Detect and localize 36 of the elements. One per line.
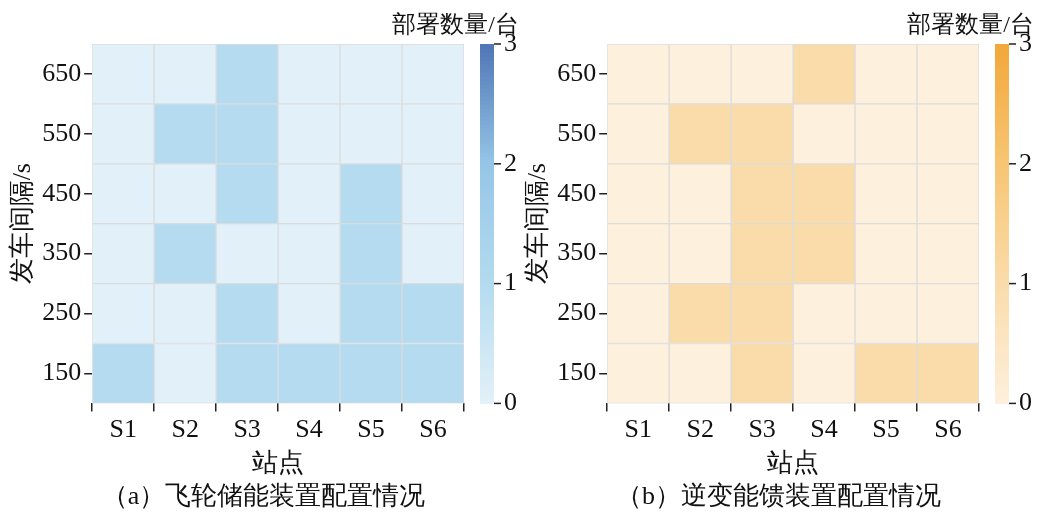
x-axis-title: 站点 xyxy=(767,448,820,478)
color-bar-label: 1 xyxy=(1019,267,1032,297)
color-bar-label: 1 xyxy=(504,267,517,297)
y-tick-label: 550 xyxy=(42,117,82,147)
y-tick-label: 250 xyxy=(557,297,597,327)
x-axis-title: 站点 xyxy=(252,448,305,478)
x-tick-label: S6 xyxy=(934,413,962,443)
x-tick-label: S5 xyxy=(357,413,385,443)
y-tick-label: 550 xyxy=(557,117,597,147)
y-axis-title: 发车间隔/s xyxy=(522,163,552,285)
x-tick-label: S2 xyxy=(686,413,714,443)
x-tick-label: S4 xyxy=(295,413,323,443)
y-tick-label: 150 xyxy=(557,357,597,387)
color-bar-label: 2 xyxy=(504,147,517,177)
text: （b）逆变能馈装置配置情况 xyxy=(616,481,941,511)
text: （a）飞轮储能装置配置情况 xyxy=(101,481,426,511)
y-tick-label: 650 xyxy=(42,57,82,87)
color-bar-label: 0 xyxy=(504,387,517,417)
x-tick-label: S2 xyxy=(171,413,199,443)
x-tick-label: S5 xyxy=(872,413,900,443)
x-tick-label: S3 xyxy=(748,413,776,443)
x-tick-label: S4 xyxy=(810,413,838,443)
x-tick-label: S1 xyxy=(624,413,652,443)
y-tick-label: 350 xyxy=(42,237,82,267)
x-tick-label: S1 xyxy=(109,413,137,443)
y-tick-label: 650 xyxy=(557,57,597,87)
y-axis-title: 发车间隔/s xyxy=(7,163,37,285)
y-tick-label: 150 xyxy=(42,357,82,387)
x-tick-label: S6 xyxy=(419,413,447,443)
color-bar-label: 0 xyxy=(1019,387,1032,417)
x-tick-label: S3 xyxy=(233,413,261,443)
y-tick-label: 250 xyxy=(42,297,82,327)
y-tick-label: 350 xyxy=(557,237,597,267)
y-tick-label: 450 xyxy=(42,177,82,207)
y-tick-label: 450 xyxy=(557,177,597,207)
color-bar-label: 2 xyxy=(1019,147,1032,177)
